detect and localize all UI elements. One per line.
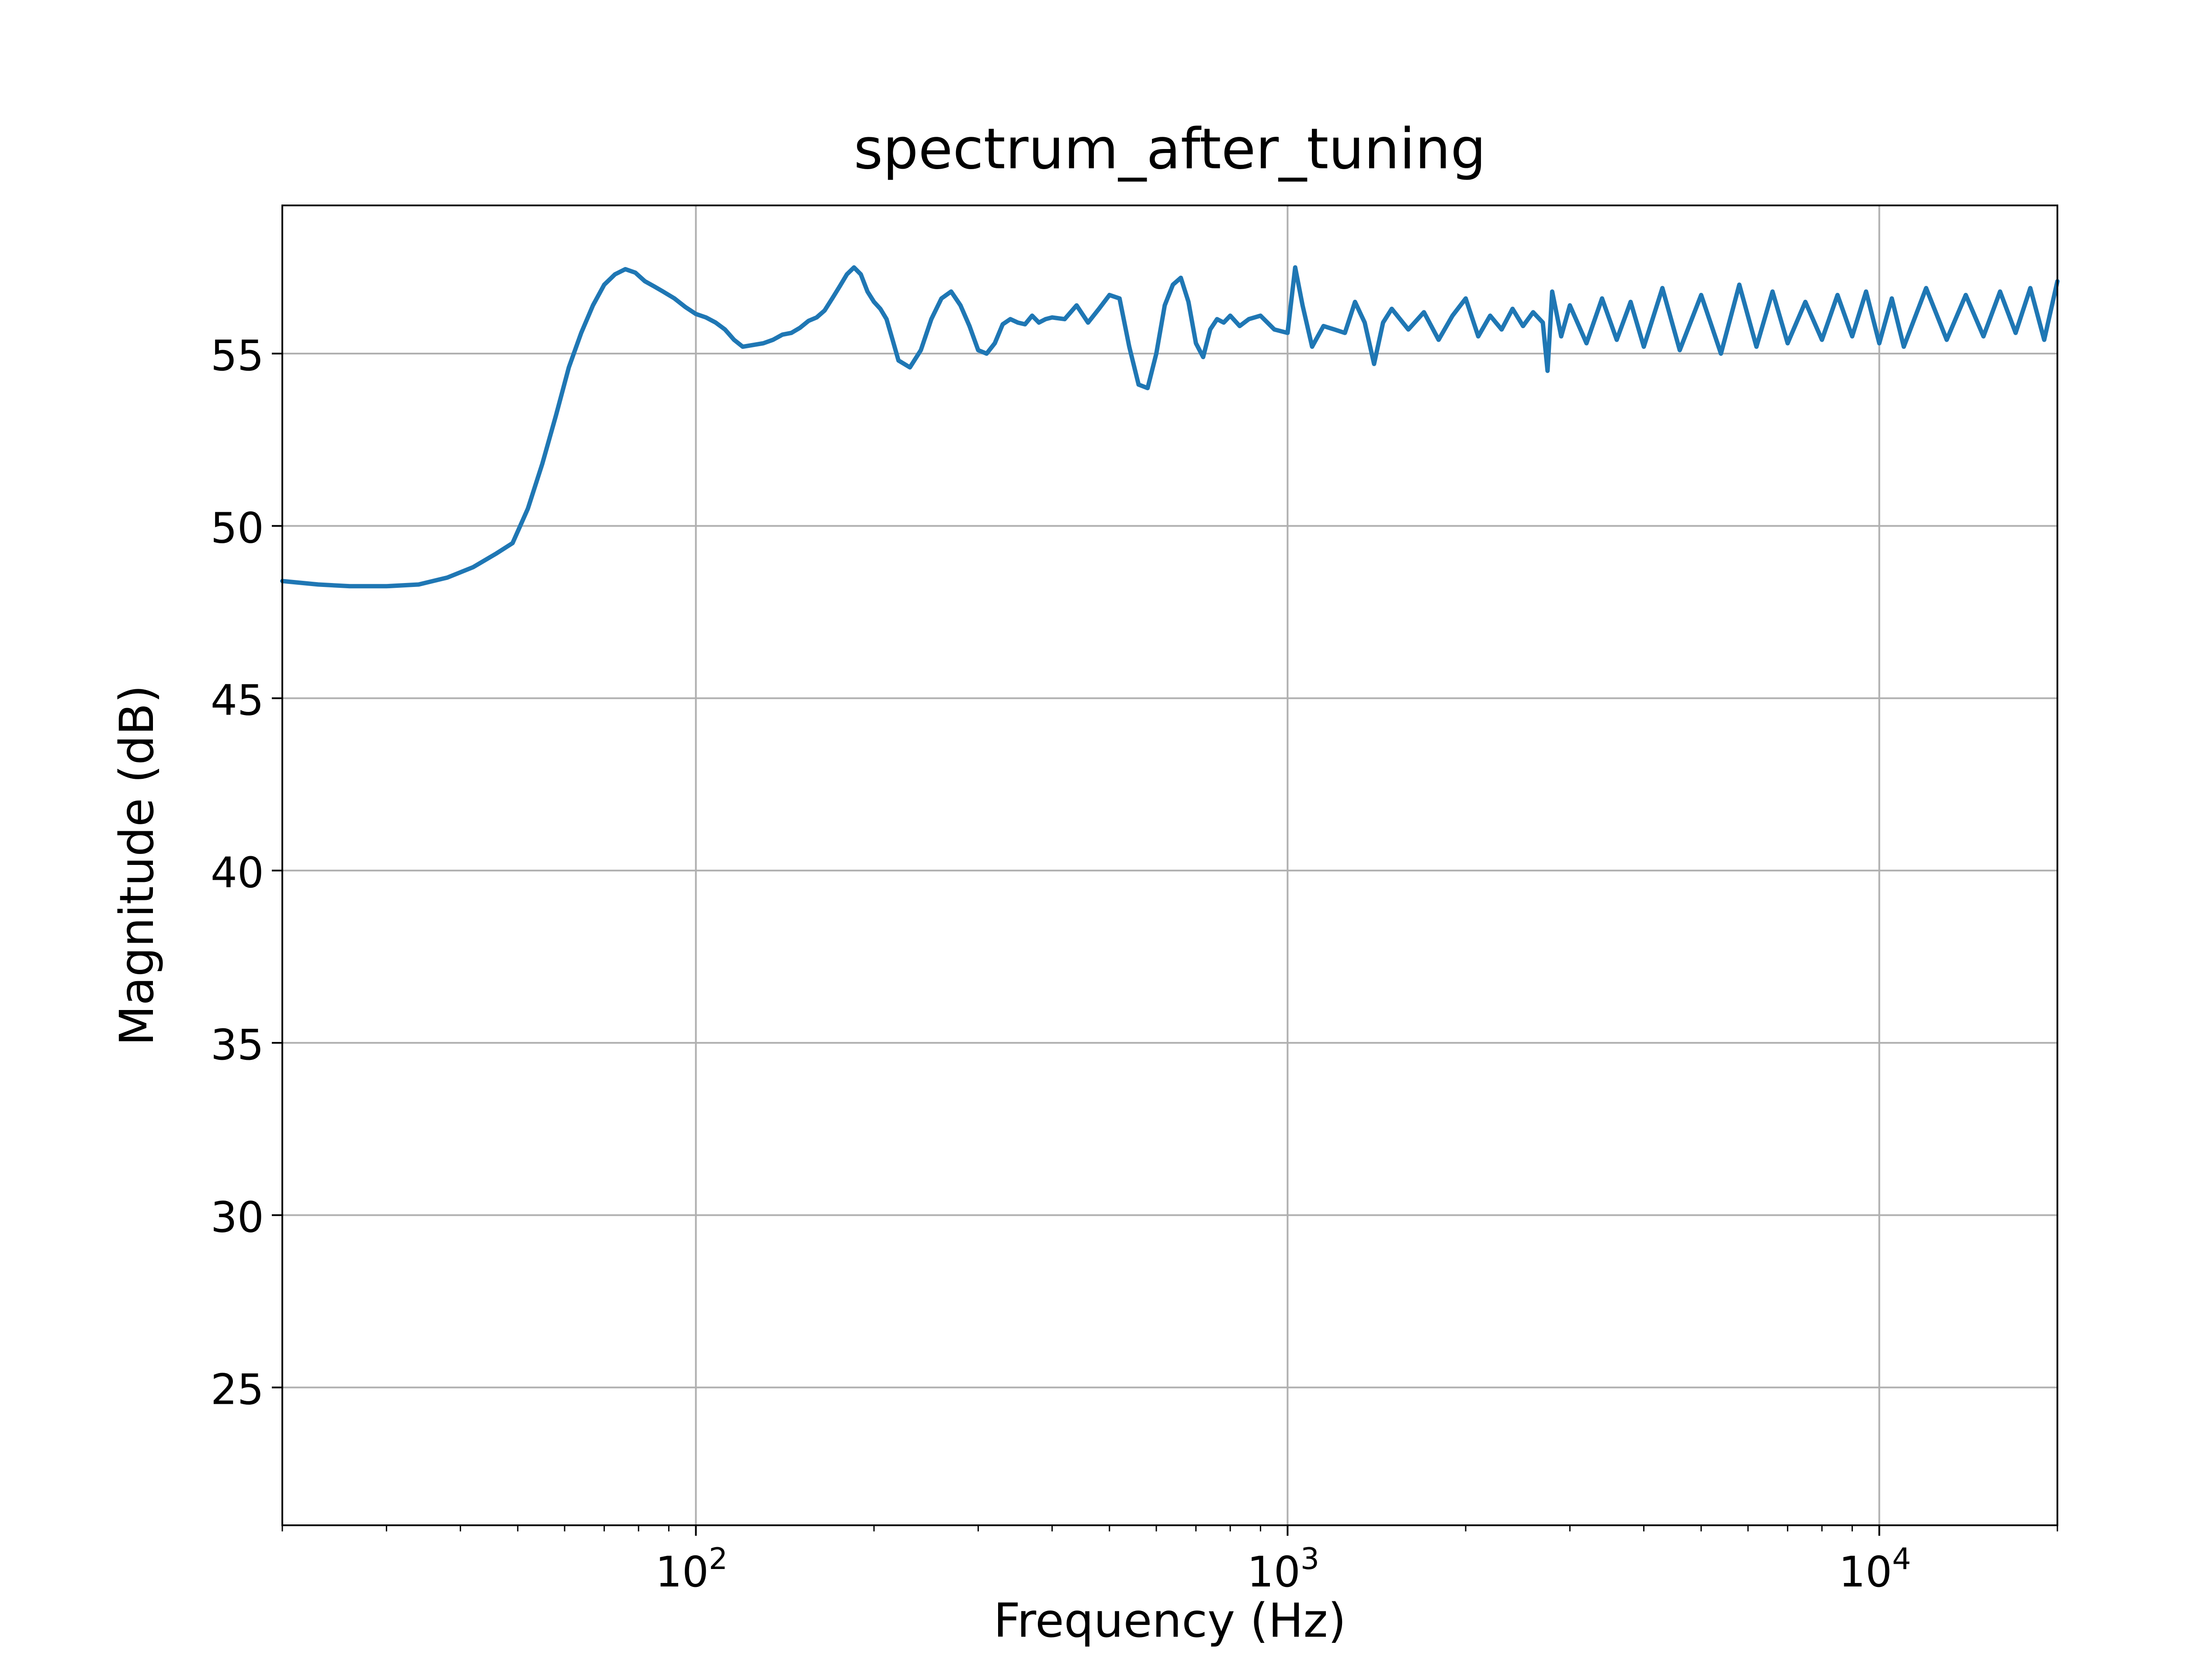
axis-ticks: 25 30 35 40 45 50 55 102 103 104 (211, 331, 2058, 1597)
y-tick-label: 35 (211, 1020, 264, 1069)
x-tick-label: 103 (1247, 1542, 1319, 1597)
y-tick-label: 30 (211, 1193, 264, 1242)
series-layer (280, 265, 2060, 589)
x-axis-label: Frequency (Hz) (994, 1594, 1346, 1648)
y-axis-label: Magnitude (dB) (110, 685, 164, 1046)
chart-title: spectrum_after_tuning (854, 117, 1486, 182)
grid-lines (282, 205, 2057, 1525)
series-line (280, 265, 2060, 589)
y-tick-label: 25 (211, 1365, 264, 1414)
y-tick-label: 45 (211, 676, 264, 725)
plot-frame (281, 205, 2058, 1526)
y-tick-label: 50 (211, 503, 264, 552)
y-tick-label: 40 (211, 848, 264, 897)
y-tick-label: 55 (211, 331, 264, 380)
x-tick-label: 104 (1839, 1542, 1911, 1597)
x-tick-label: 102 (656, 1542, 728, 1597)
